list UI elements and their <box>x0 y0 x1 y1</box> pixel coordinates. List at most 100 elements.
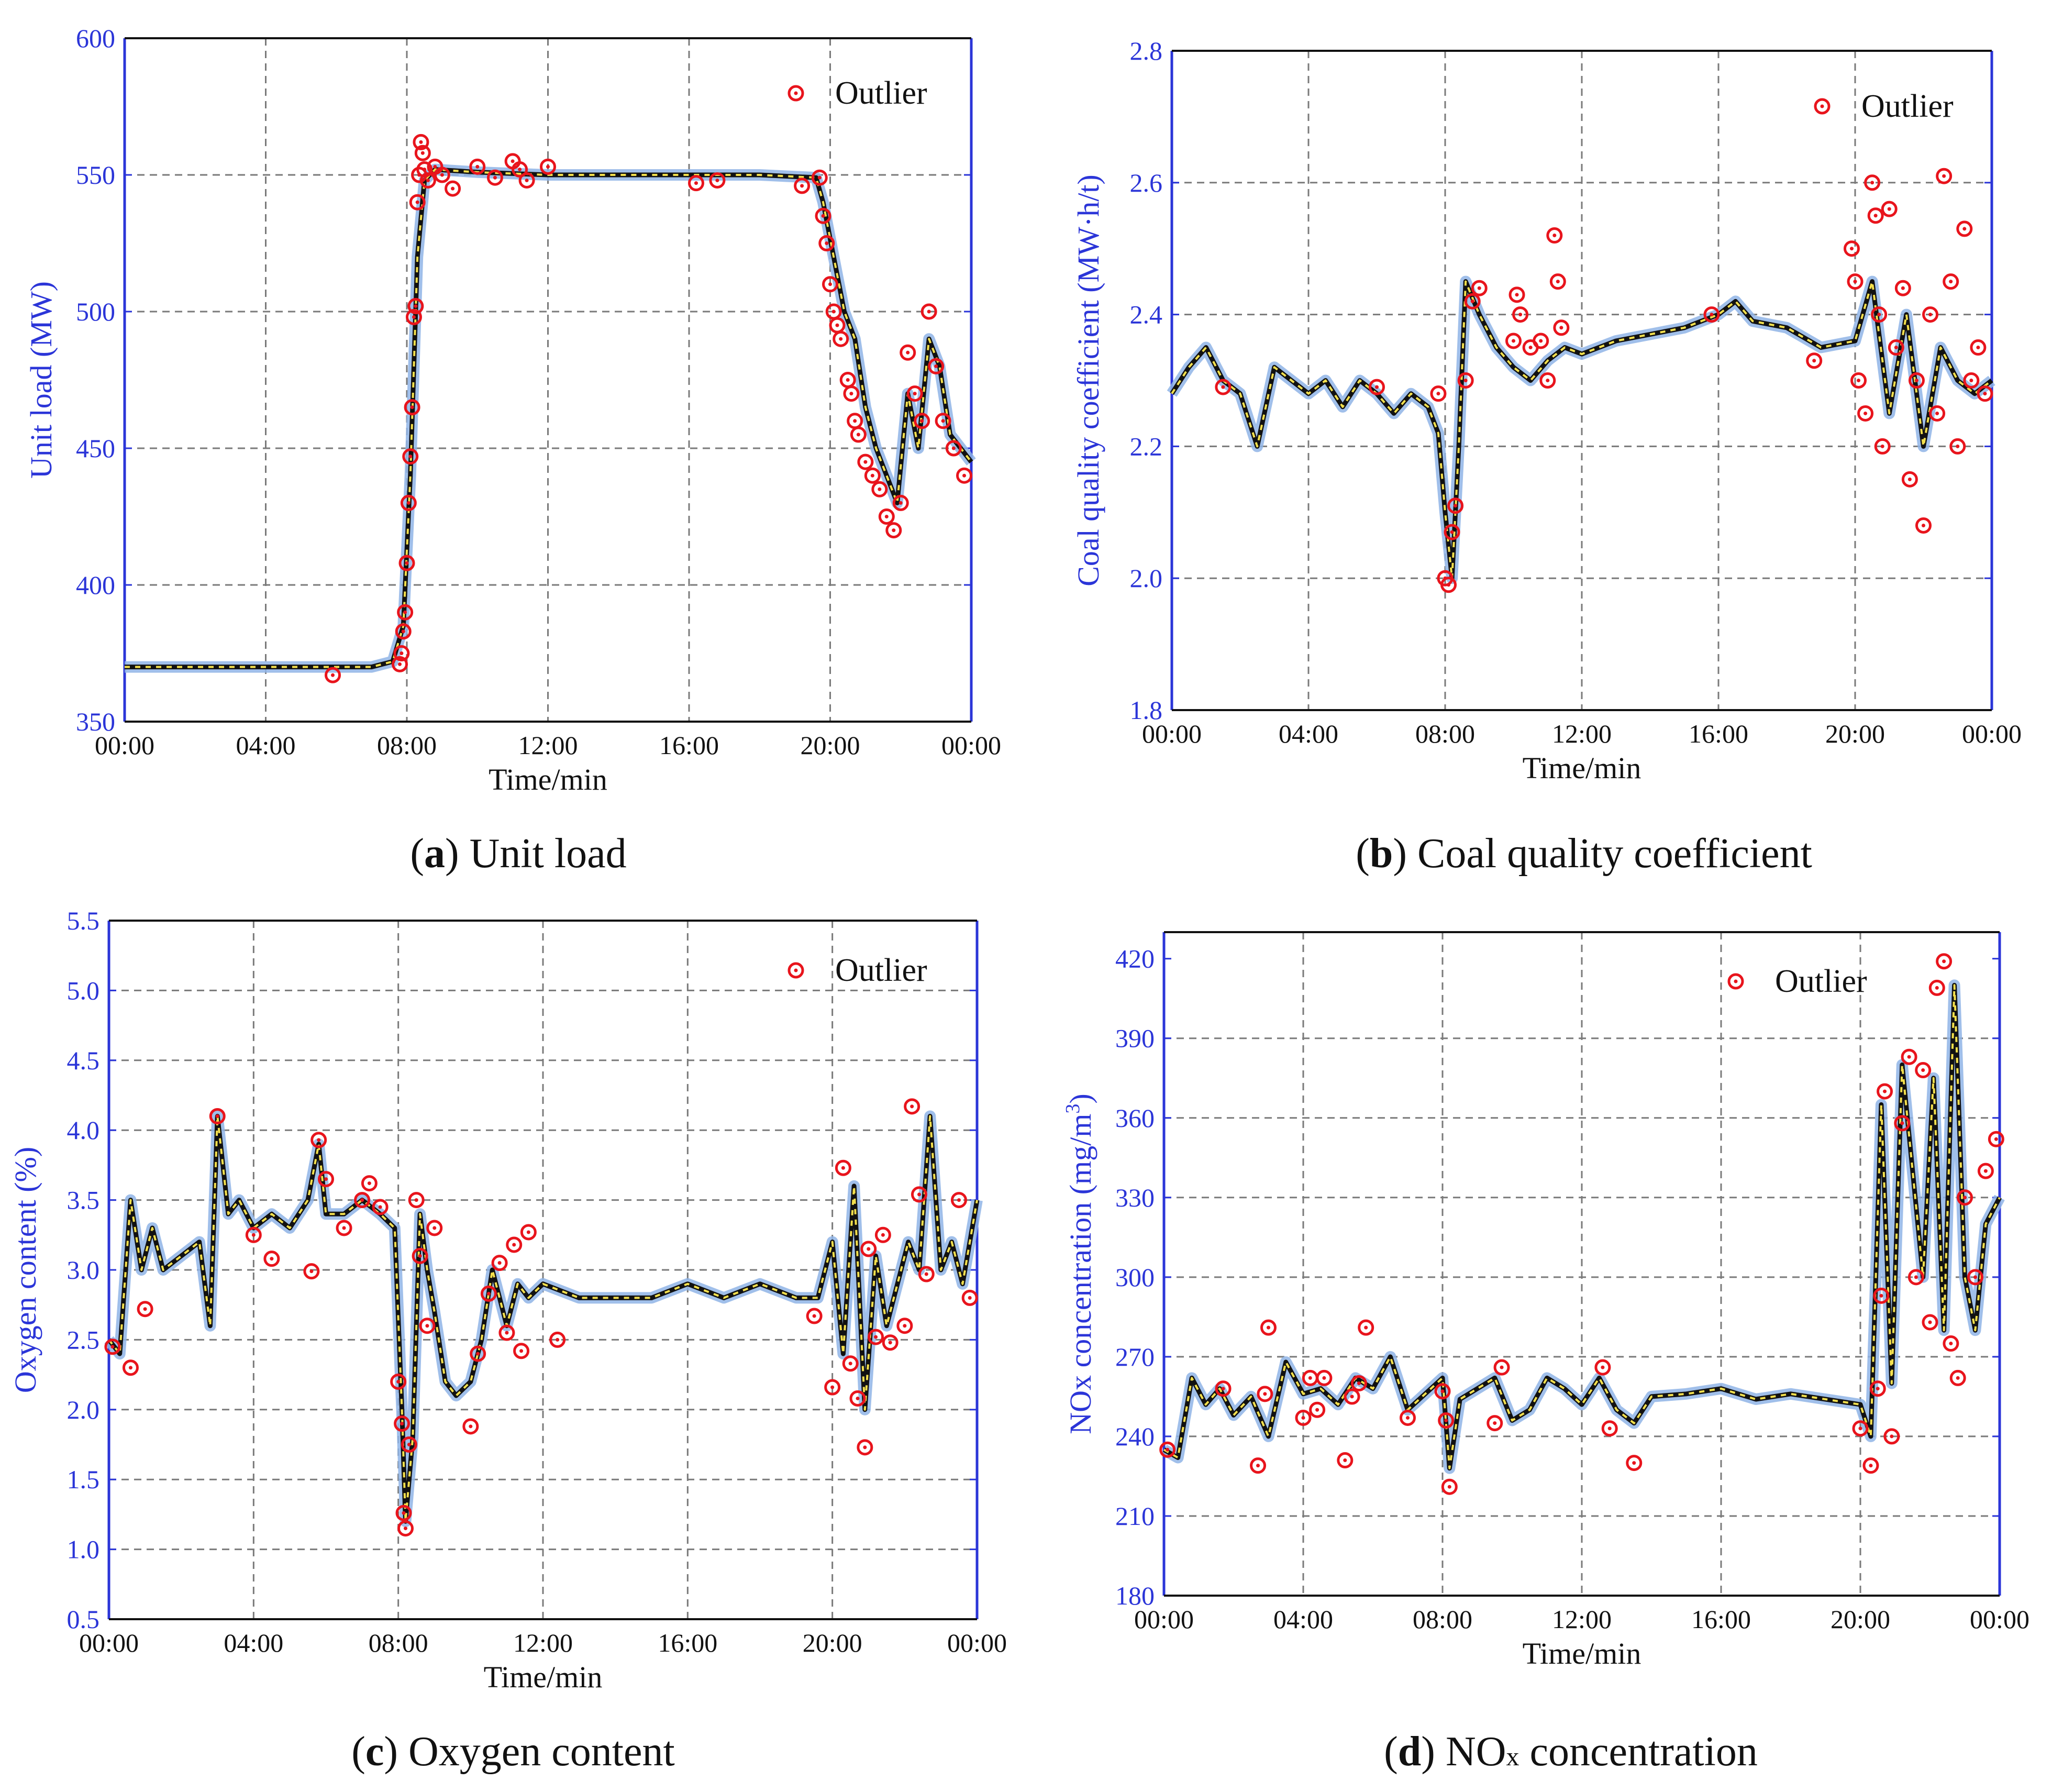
outlier-point <box>480 1285 497 1302</box>
outlier-point-dot <box>934 364 938 368</box>
outlier-point <box>885 522 902 539</box>
outlier-point-dot <box>828 282 832 286</box>
outlier-point <box>1703 306 1720 323</box>
outlier-point <box>1881 201 1898 217</box>
outlier-point-dot <box>1857 379 1861 382</box>
x-tick-label: 00:00 <box>941 731 1001 760</box>
outlier-point <box>842 1355 859 1372</box>
outlier-point-dot <box>519 1349 524 1353</box>
outlier-point <box>336 1220 352 1236</box>
outlier-point-dot <box>1928 1320 1932 1324</box>
outlier-point-dot <box>378 1205 382 1209</box>
x-tick-label: 16:00 <box>1689 719 1748 748</box>
outlier-point-dot <box>1518 313 1523 317</box>
y-tick-label: 270 <box>1115 1342 1155 1371</box>
outlier-point-dot <box>825 241 829 245</box>
outlier-point <box>857 1439 873 1456</box>
outlier-point-dot <box>870 473 874 478</box>
x-axis-label: Time/min <box>1523 1636 1641 1671</box>
outlier-point-dot <box>1436 392 1440 396</box>
outlier-point <box>961 1289 978 1306</box>
outlier-point-dot <box>927 309 931 314</box>
outlier-point-dot <box>878 487 882 491</box>
caption-c: (c) Oxygen content <box>351 1729 675 1775</box>
outlier-point <box>1159 1441 1176 1458</box>
x-tick-label: 16:00 <box>659 731 719 760</box>
outlier-point-dot <box>1463 379 1468 382</box>
outlier-point-dot <box>1914 1275 1918 1279</box>
outlier-point <box>404 399 420 416</box>
x-tick-label: 04:00 <box>1273 1605 1333 1634</box>
y-tick-label: 4.0 <box>67 1115 100 1145</box>
outlier-point-dot <box>856 1396 860 1400</box>
outlier-point <box>1539 372 1556 389</box>
outlier-point-dot <box>1406 1415 1410 1420</box>
outlier-point <box>1852 1420 1869 1437</box>
outlier-point <box>850 426 867 443</box>
outlier-point <box>1908 372 1925 389</box>
outlier-point-dot <box>849 392 853 396</box>
outlier-point <box>1444 524 1460 540</box>
x-tick-label: 20:00 <box>801 731 860 760</box>
outlier-point-dot <box>1493 1421 1497 1425</box>
series-line-highlight <box>1163 984 2001 1469</box>
outlier-point-dot <box>419 140 423 144</box>
outlier-point <box>1936 168 1953 184</box>
chart-c: 00:00 04:00 08:00 12:00 16:00 20:00 00:000.51.… <box>8 906 1007 1694</box>
chart-b: 00:00 04:00 08:00 12:00 16:00 20:00 00:001.82.… <box>1071 36 2022 785</box>
outlier-point <box>687 175 704 192</box>
outlier-point <box>1922 1314 1938 1331</box>
outlier-point-dot <box>1632 1461 1636 1465</box>
outlier-point <box>395 623 412 640</box>
outlier-point-dot <box>1444 1419 1448 1423</box>
outlier-point-dot <box>1907 1055 1911 1059</box>
legend-label: Outlier <box>835 953 927 988</box>
outlier-point <box>392 656 408 672</box>
outlier-point <box>1857 405 1874 422</box>
outlier-point <box>303 1263 320 1280</box>
outlier-point <box>1949 1369 1966 1386</box>
outlier-point-dot <box>1928 313 1933 317</box>
chart-d: 00:00 04:00 08:00 12:00 16:00 20:00 00:0018021… <box>1062 931 2029 1671</box>
outlier-point <box>1862 1457 1879 1474</box>
outlier-point-dot <box>1512 339 1515 343</box>
outlier-point <box>864 467 881 484</box>
y-tick-label: 1.0 <box>67 1535 100 1564</box>
outlier-point <box>1901 471 1918 488</box>
outlier-point <box>920 303 937 320</box>
outlier-point <box>1350 1375 1367 1392</box>
outlier-point-dot <box>331 673 335 677</box>
outlier-point <box>878 508 895 525</box>
outlier-point-dot <box>469 1424 473 1429</box>
outlier-point <box>1967 1269 1983 1286</box>
outlier-point-dot <box>1900 1121 1904 1125</box>
y-tick-label: 2.0 <box>1130 563 1163 593</box>
y-axis-label: Oxygen content (%) <box>8 1147 42 1393</box>
y-tick-label: 2.0 <box>67 1395 100 1424</box>
y-tick-label: 180 <box>1115 1581 1155 1610</box>
outlier-point <box>835 1159 851 1176</box>
outlier-point <box>945 440 962 457</box>
outlier-point <box>361 1175 378 1192</box>
outlier-point <box>1430 385 1447 402</box>
outlier-point <box>491 1255 508 1271</box>
y-tick-label: 330 <box>1115 1183 1155 1212</box>
outlier-point-dot <box>403 1526 407 1531</box>
y-tick-label: 4.5 <box>67 1046 100 1075</box>
outlier-point-dot <box>899 501 903 505</box>
outlier-point <box>1464 293 1481 309</box>
outlier-point-dot <box>425 1324 429 1328</box>
outlier-point <box>397 1520 414 1537</box>
x-tick-label: 20:00 <box>1825 719 1885 748</box>
outlier-point-dot <box>1350 1395 1354 1399</box>
outlier-point-dot <box>251 1233 256 1237</box>
x-tick-label: 12:00 <box>1552 1605 1612 1634</box>
x-tick-label: 20:00 <box>1831 1605 1890 1634</box>
outlier-point <box>928 358 945 374</box>
outlier-point-dot <box>831 309 836 314</box>
outlier-point-dot <box>546 164 550 169</box>
outlier-point <box>1546 227 1563 244</box>
outlier-point-dot <box>1256 1464 1260 1468</box>
outlier-point <box>122 1359 139 1376</box>
outlier-point <box>1553 319 1570 336</box>
